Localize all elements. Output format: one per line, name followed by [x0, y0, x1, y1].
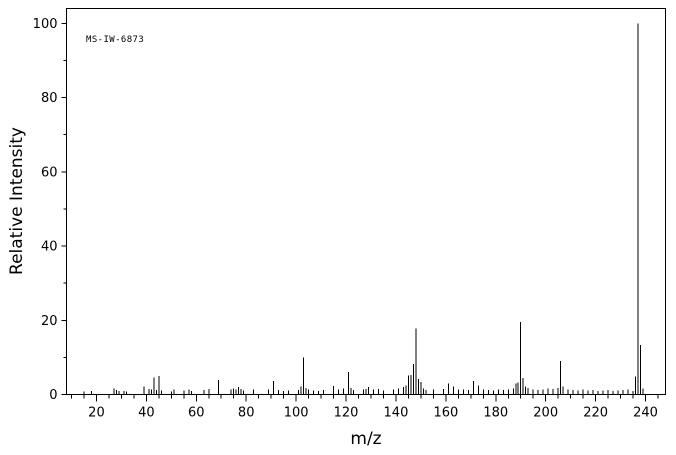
spectrum-id-annotation: MS-IW-6873 [86, 35, 144, 45]
y-axis-label: Relative Intensity [7, 127, 27, 275]
x-axis-label: m/z [350, 429, 381, 449]
y-tick-label: 40 [41, 240, 58, 255]
y-axis-tick-labels: 0 20 40 60 80 100 [33, 17, 58, 403]
y-tick-label: 0 [49, 388, 57, 403]
x-tick-label: 140 [384, 406, 409, 421]
y-tick-label: 80 [41, 91, 58, 106]
x-tick-label: 180 [483, 406, 508, 421]
x-tick-label: 200 [533, 406, 558, 421]
x-tick-label: 40 [138, 406, 155, 421]
x-tick-label: 60 [188, 406, 205, 421]
spectrum-peaks [83, 23, 644, 395]
axes-frame [66, 8, 666, 395]
x-tick-label: 120 [334, 406, 359, 421]
y-tick-label: 60 [41, 165, 58, 180]
x-tick-label: 80 [238, 406, 255, 421]
y-tick-label: 20 [41, 314, 58, 329]
x-axis-tick-labels: 20 40 60 80 100 120 140 160 180 200 220 240 [88, 406, 658, 421]
x-tick-label: 20 [88, 406, 105, 421]
x-tick-label: 220 [583, 406, 608, 421]
x-axis-ticks [70, 394, 659, 402]
y-axis-ticks [61, 22, 67, 395]
x-tick-label: 100 [284, 406, 309, 421]
y-tick-label: 100 [33, 17, 58, 32]
x-tick-label: 240 [633, 406, 658, 421]
x-tick-label: 160 [433, 406, 458, 421]
